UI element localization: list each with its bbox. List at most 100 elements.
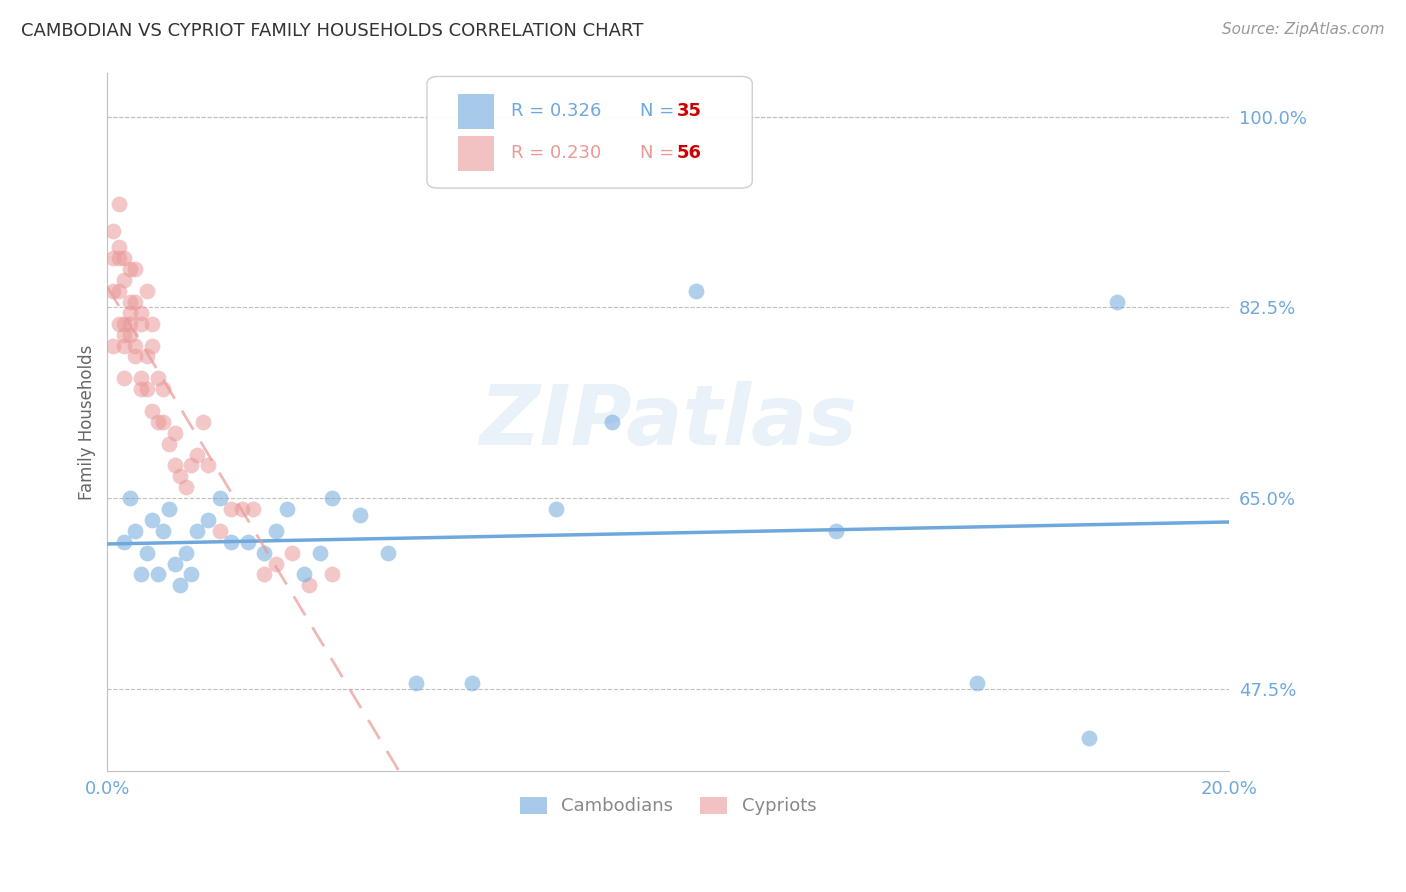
Point — [163, 425, 186, 440]
Point — [405, 676, 427, 690]
Text: R = 0.230: R = 0.230 — [512, 145, 602, 162]
Point — [186, 448, 208, 462]
Point — [186, 524, 208, 538]
Point — [152, 524, 174, 538]
FancyBboxPatch shape — [458, 136, 495, 170]
Text: N =: N = — [640, 103, 681, 120]
Text: N =: N = — [640, 145, 681, 162]
Point — [544, 502, 567, 516]
Point — [112, 534, 135, 549]
Point — [191, 415, 214, 429]
Point — [135, 284, 157, 298]
Point — [141, 317, 163, 331]
Point — [118, 491, 141, 505]
Point — [135, 546, 157, 560]
Point — [118, 294, 141, 309]
Point — [129, 317, 152, 331]
Point — [112, 252, 135, 266]
Point — [321, 567, 343, 582]
Point — [135, 350, 157, 364]
FancyBboxPatch shape — [427, 77, 752, 188]
Point — [141, 513, 163, 527]
Point — [101, 338, 124, 352]
Legend: Cambodians, Cypriots: Cambodians, Cypriots — [510, 788, 825, 824]
Point — [112, 273, 135, 287]
Point — [180, 458, 202, 473]
Point — [197, 458, 219, 473]
Point — [685, 284, 707, 298]
Point — [163, 458, 186, 473]
Text: CAMBODIAN VS CYPRIOT FAMILY HOUSEHOLDS CORRELATION CHART: CAMBODIAN VS CYPRIOT FAMILY HOUSEHOLDS C… — [21, 22, 644, 40]
Point — [1077, 731, 1099, 745]
Point — [152, 415, 174, 429]
Point — [461, 676, 484, 690]
Point — [112, 327, 135, 342]
Point — [112, 338, 135, 352]
Point — [219, 534, 242, 549]
Point — [118, 306, 141, 320]
Point — [146, 371, 169, 385]
Point — [966, 676, 988, 690]
Point — [349, 508, 371, 522]
Point — [107, 284, 129, 298]
Point — [231, 502, 253, 516]
Point — [242, 502, 264, 516]
Point — [124, 350, 146, 364]
Text: 56: 56 — [678, 145, 702, 162]
Point — [118, 262, 141, 277]
Point — [118, 327, 141, 342]
Point — [157, 502, 180, 516]
Point — [146, 567, 169, 582]
Point — [236, 534, 259, 549]
Point — [124, 524, 146, 538]
Point — [107, 317, 129, 331]
Point — [129, 371, 152, 385]
Point — [169, 469, 191, 483]
Point — [253, 546, 276, 560]
Point — [146, 415, 169, 429]
Point — [135, 382, 157, 396]
Text: 35: 35 — [678, 103, 702, 120]
Point — [112, 371, 135, 385]
Point — [292, 567, 315, 582]
Point — [264, 524, 287, 538]
FancyBboxPatch shape — [458, 94, 495, 128]
Point — [107, 240, 129, 254]
Point — [219, 502, 242, 516]
Point — [174, 546, 197, 560]
Point — [309, 546, 332, 560]
Text: Source: ZipAtlas.com: Source: ZipAtlas.com — [1222, 22, 1385, 37]
Point — [101, 224, 124, 238]
Point — [169, 578, 191, 592]
Point — [112, 317, 135, 331]
Point — [174, 480, 197, 494]
Point — [129, 382, 152, 396]
Point — [208, 524, 231, 538]
Point — [298, 578, 321, 592]
Point — [321, 491, 343, 505]
Point — [600, 415, 623, 429]
Point — [152, 382, 174, 396]
Point — [377, 546, 399, 560]
Point — [197, 513, 219, 527]
Point — [129, 567, 152, 582]
Point — [124, 262, 146, 277]
Point — [180, 567, 202, 582]
Text: R = 0.326: R = 0.326 — [512, 103, 602, 120]
Point — [253, 567, 276, 582]
Point — [107, 252, 129, 266]
Point — [118, 317, 141, 331]
Point — [141, 338, 163, 352]
Point — [157, 436, 180, 450]
Point — [124, 294, 146, 309]
Point — [101, 252, 124, 266]
Point — [264, 557, 287, 571]
Point — [141, 404, 163, 418]
Point — [101, 284, 124, 298]
Point — [163, 557, 186, 571]
Y-axis label: Family Households: Family Households — [79, 344, 96, 500]
Text: ZIPatlas: ZIPatlas — [479, 382, 858, 462]
Point — [208, 491, 231, 505]
Point — [124, 338, 146, 352]
Point — [1105, 294, 1128, 309]
